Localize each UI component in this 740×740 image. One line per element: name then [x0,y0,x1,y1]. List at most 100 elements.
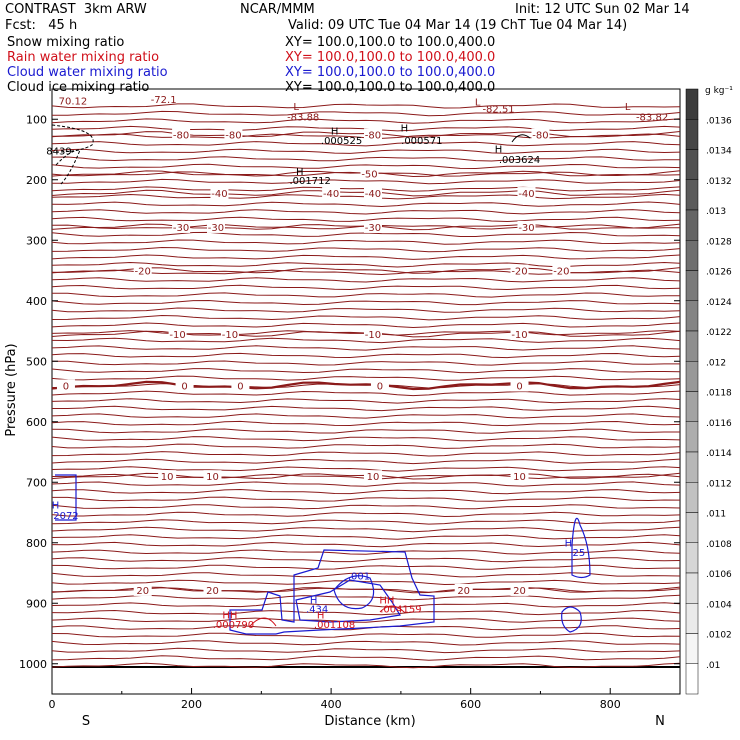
extremum-label: H [401,123,409,134]
isotherm-label-bg [360,167,379,180]
isotherm-labeled [51,380,681,391]
forecast-hour: Fcst: 45 h [5,18,78,33]
isotherm-line [52,292,680,298]
isotherm-line [51,201,681,208]
cloud-water-contour-north [571,517,591,579]
isotherm-label-bg [203,470,222,483]
isotherm-line [51,141,681,147]
y-tick-label: 900 [26,597,47,610]
isotherm-line [51,398,681,404]
extremum-label: .000525 [321,136,362,147]
isotherm-line [51,156,680,162]
y-tick-label: 700 [26,476,47,489]
extremum-label: .000790 [213,620,254,631]
field-cloud-water-name: Cloud water mixing ratio [7,65,168,80]
extremum-label: HH [379,595,394,606]
x-tick-label: 600 [460,698,481,711]
title-center: NCAR/MMM [240,2,315,17]
colorbar-swatch [685,542,699,574]
isotherm-label: -10 [511,330,527,341]
x-tick-label: 200 [181,698,202,711]
isotherm-label: -30 [208,223,224,234]
isotherm-label: 20 [136,586,149,597]
isotherm-line [52,405,681,412]
isotherm-line [51,511,681,518]
colorbar-swatch [685,149,699,180]
isotherm-line [51,519,681,525]
colorbar-swatch [685,633,699,664]
isotherm-line [51,579,681,586]
isotherm-line [51,390,681,397]
isotherm-label-bg [168,328,187,341]
y-tick-label: 600 [26,416,47,429]
colorbar-tick-label: .0128 [706,237,732,247]
isotherm-line [51,231,681,237]
isotherm-label-bg [363,187,382,200]
colorbar-tick-label: .0112 [706,479,732,489]
extremum-label: .434 [306,604,328,615]
colorbar-swatch [685,179,699,211]
isotherm-line [51,662,681,669]
extremum-label: 8439 [46,146,71,157]
isotherm-label-bg [224,128,243,141]
isotherm-line [51,451,681,457]
isotherm-label: 10 [206,472,219,483]
south-label: S [82,714,90,729]
extremum-label: H [296,167,304,178]
cloud-water-contour-north-small [561,606,582,633]
isotherm-label: -10 [365,330,381,341]
field-rain-xy: XY= 100.0,100.0 to 100.0,400.0 [285,50,496,65]
isotherm-line [51,322,681,329]
colorbar-tick-label: .0126 [706,268,732,278]
isotherm-line [51,504,681,510]
isotherm-label: -40 [323,189,339,200]
temperature-contours: -80 -80 -80 -80 -50 -40 -40 -40 -40 -30 -30 -30 -30 -… [51,103,681,669]
colorbar-swatch [685,209,699,241]
colorbar-swatch [685,603,699,634]
isotherm-line [51,594,681,601]
colorbar-swatch [685,482,699,513]
isotherm-line [51,239,681,245]
axes: 0 200 400 600 800100200300400500600700800900… [19,113,680,711]
isotherm-line [51,647,681,654]
colorbar-tick-label: .013 [706,207,726,217]
colorbar-tick-label: .012 [706,358,726,368]
isotherm-label: -30 [518,223,534,234]
colorbar-tick-label: .0132 [706,177,732,187]
isotherm-line [52,110,681,117]
colorbar-swatch [685,421,699,453]
north-label: N [655,714,665,729]
isotherm-label: 20 [457,586,470,597]
isotherm-line [51,541,681,548]
isotherm-label-bg [510,470,529,483]
extremum-label: .001 [348,572,370,583]
x-tick-label: 800 [600,698,621,711]
extremum-label: L [625,102,631,113]
isotherm-label: -30 [365,223,381,234]
isotherm-label-bg [363,470,382,483]
extremum-label: .001712 [289,176,330,187]
isotherm-line [51,443,681,449]
extremum-label: -83.82 [636,112,668,123]
colorbar-tick-label: .0102 [706,631,732,641]
extremum-label: .003624 [499,155,540,166]
isotherm-label: 0 [377,381,383,392]
colorbar-swatch [685,391,699,422]
isotherm-line [51,602,681,608]
isotherm-label-bg [172,220,191,233]
isotherm-line [51,337,681,344]
extremum-label: .001108 [314,620,355,631]
cloud-water-contour-left [55,474,77,521]
rain-contour-right [379,605,405,613]
extremum-label: .004159 [380,604,421,615]
isotherm-line [51,564,680,570]
isotherm-label-bg [370,379,389,392]
isotherm-label: -80 [225,130,241,141]
valid-time: Valid: 09 UTC Tue 04 Mar 14 (19 ChT Tue … [288,18,628,33]
cloud-water-contour-inner [295,579,401,623]
isotherm-line [51,420,681,427]
isotherm-label-bg [363,328,382,341]
ice-contour-north [511,134,531,143]
isotherm-labeled [51,267,681,274]
